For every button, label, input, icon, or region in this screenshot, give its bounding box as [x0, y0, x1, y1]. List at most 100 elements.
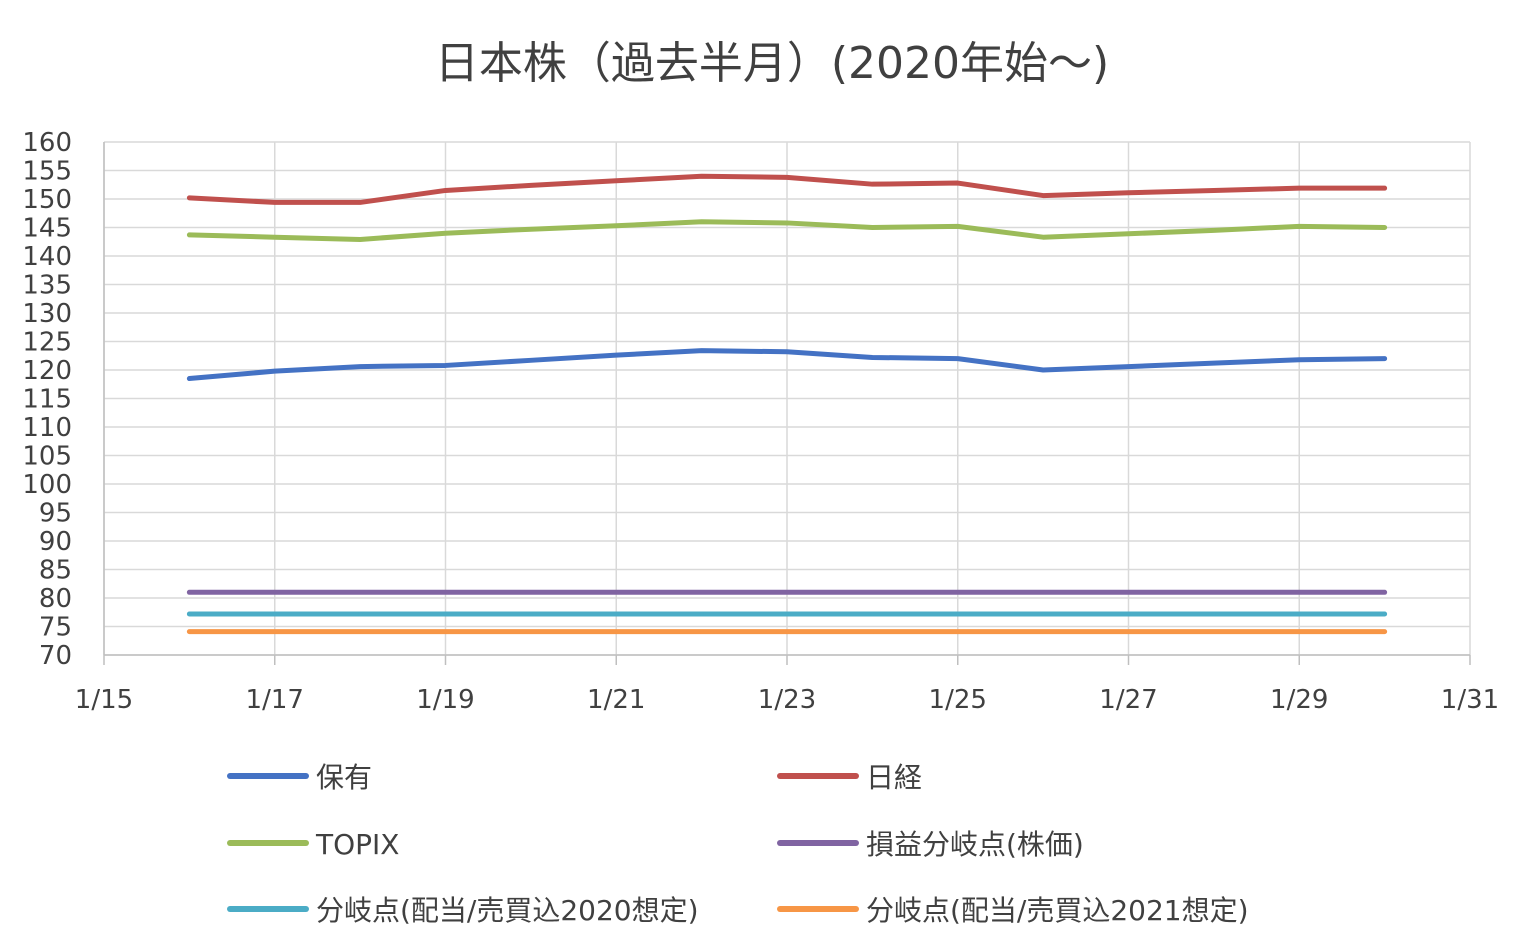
x-tick-label: 1/17 [246, 685, 304, 715]
data-point [1382, 611, 1387, 616]
data-point [785, 175, 789, 180]
legend-item: 分岐点(配当/売買込2020想定) [227, 894, 699, 927]
data-point [187, 232, 192, 237]
data-point [1041, 193, 1046, 198]
y-tick-label: 155 [22, 157, 72, 187]
data-point [443, 231, 448, 236]
x-tick-label: 1/15 [75, 685, 133, 715]
y-tick-label: 105 [22, 442, 72, 472]
data-point [187, 611, 192, 616]
data-point [1126, 611, 1131, 616]
data-point [699, 174, 704, 179]
data-point [1382, 186, 1387, 191]
data-point [358, 629, 363, 634]
data-point [699, 629, 704, 634]
y-tick-label: 125 [22, 328, 72, 358]
data-point [1297, 629, 1302, 634]
data-point [1041, 629, 1046, 634]
data-point [272, 629, 277, 634]
legend-label: 保有 [316, 761, 372, 794]
data-point [1211, 629, 1216, 634]
data-point [1211, 590, 1216, 595]
data-point [955, 224, 960, 229]
legend-label: 損益分岐点(株価) [866, 828, 1084, 861]
y-tick-label: 145 [22, 214, 72, 244]
legend-item: 日経 [777, 761, 922, 794]
axes: 7075808590951001051101151201251301351401… [22, 128, 1499, 715]
x-tick-label: 1/29 [1270, 685, 1328, 715]
data-point [1382, 629, 1387, 634]
data-point [870, 355, 875, 360]
data-point [614, 590, 619, 595]
data-point [358, 200, 363, 205]
data-point [955, 590, 960, 595]
y-tick-label: 80 [39, 584, 72, 614]
data-point [870, 590, 875, 595]
y-tick-label: 160 [22, 128, 72, 158]
data-point [1382, 590, 1387, 595]
data-point [272, 235, 277, 240]
legend-item: 分岐点(配当/売買込2021想定) [777, 894, 1249, 927]
y-tick-label: 95 [39, 499, 72, 529]
legend-label: 分岐点(配当/売買込2020想定) [316, 894, 699, 927]
data-point [870, 182, 875, 187]
data-point [1211, 188, 1216, 193]
data-point [358, 364, 363, 369]
data-point [1126, 364, 1131, 369]
data-point [614, 629, 619, 634]
x-tick-label: 1/19 [416, 685, 474, 715]
y-tick-label: 130 [22, 299, 72, 329]
y-tick-label: 135 [22, 271, 72, 301]
data-point [528, 183, 533, 188]
data-point [528, 590, 533, 595]
legend-label: 分岐点(配当/売買込2021想定) [866, 894, 1249, 927]
data-point [187, 376, 192, 381]
legend-label: 日経 [866, 761, 922, 794]
chart-title: 日本株（過去半月）(2020年始～) [435, 38, 1109, 89]
data-point [699, 219, 704, 224]
data-point [955, 611, 960, 616]
data-point [1211, 361, 1216, 366]
data-point [1297, 224, 1302, 229]
data-point [187, 590, 192, 595]
legend-item: 損益分岐点(株価) [777, 828, 1084, 861]
gridlines [103, 141, 1471, 656]
legend-item: TOPIX [227, 828, 399, 861]
data-point [528, 227, 533, 232]
data-point [272, 369, 277, 374]
data-point [1041, 368, 1046, 372]
y-tick-label: 140 [22, 242, 72, 272]
data-point [1297, 590, 1302, 595]
data-point [1041, 611, 1046, 616]
data-point [1126, 190, 1131, 195]
data-point [955, 181, 960, 186]
data-point [614, 611, 619, 616]
data-point [443, 611, 448, 616]
data-point [1211, 228, 1216, 233]
x-tick-label: 1/21 [587, 685, 645, 715]
data-point [1126, 590, 1131, 595]
data-point [1211, 611, 1216, 616]
data-point [785, 629, 789, 634]
data-point [443, 629, 448, 634]
data-point [785, 349, 789, 354]
data-point [699, 590, 704, 595]
data-point [528, 629, 533, 634]
y-tick-label: 90 [39, 527, 72, 557]
data-point [1297, 357, 1302, 362]
data-point [699, 348, 704, 353]
y-tick-label: 75 [39, 613, 72, 643]
data-point [1297, 611, 1302, 616]
data-point [870, 225, 875, 230]
series-lines [186, 173, 1388, 635]
data-point [443, 188, 448, 193]
legend-item: 保有 [227, 761, 372, 794]
x-tick-label: 1/23 [758, 685, 816, 715]
x-tick-label: 1/27 [1099, 685, 1157, 715]
y-tick-label: 115 [22, 385, 72, 415]
x-tick-label: 1/31 [1441, 685, 1499, 715]
data-point [614, 353, 619, 358]
legend: 保有 日経 TOPIX 損益分岐点(株価) 分岐点(配当/売買込2020想定) 分岐点(配… [227, 761, 1249, 927]
